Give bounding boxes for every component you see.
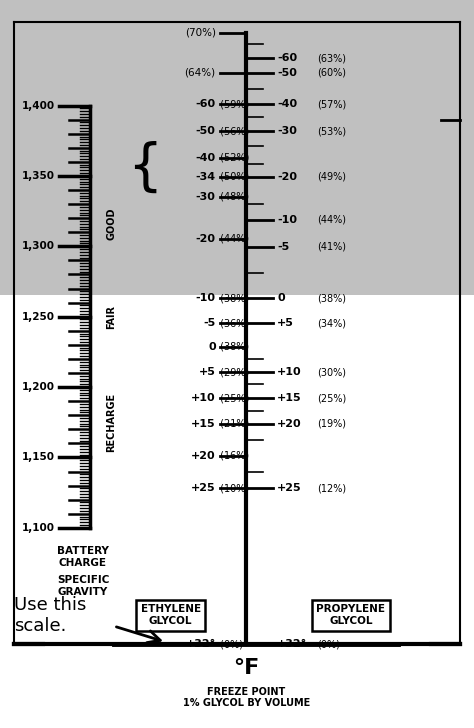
Text: Use this
scale.: Use this scale. — [14, 596, 87, 635]
Text: -5: -5 — [277, 242, 290, 252]
Text: (38%): (38%) — [217, 293, 249, 304]
Text: (36%): (36%) — [217, 318, 249, 328]
Text: +20: +20 — [191, 451, 216, 461]
Text: -20: -20 — [277, 172, 297, 182]
Text: (64%): (64%) — [184, 68, 216, 78]
Text: (38%): (38%) — [217, 341, 249, 352]
Text: -50: -50 — [196, 126, 216, 136]
Text: (50%): (50%) — [217, 172, 249, 182]
Text: (29%): (29%) — [217, 367, 249, 377]
Text: +25: +25 — [277, 483, 302, 494]
Text: -10: -10 — [196, 293, 216, 304]
Text: -10: -10 — [277, 215, 297, 225]
Text: {: { — [127, 141, 162, 194]
Text: 0: 0 — [208, 341, 216, 352]
Text: (21%): (21%) — [217, 419, 249, 429]
Text: FAIR: FAIR — [106, 305, 117, 328]
Text: GOOD: GOOD — [106, 207, 117, 240]
Text: (25%): (25%) — [217, 393, 249, 403]
Bar — [0, 0, 474, 295]
Text: (44%): (44%) — [318, 215, 346, 225]
Text: (44%): (44%) — [217, 234, 249, 244]
Text: FREEZE POINT
1% GLYCOL BY VOLUME: FREEZE POINT 1% GLYCOL BY VOLUME — [183, 687, 310, 708]
Text: (19%): (19%) — [318, 419, 346, 429]
Text: +25: +25 — [191, 483, 216, 494]
Text: 1,150: 1,150 — [21, 452, 55, 462]
Text: (34%): (34%) — [318, 318, 346, 328]
Text: (38%): (38%) — [318, 293, 346, 304]
Text: -34: -34 — [196, 172, 216, 182]
Text: +15: +15 — [191, 419, 216, 429]
Text: (0%): (0%) — [217, 639, 243, 649]
Text: -5: -5 — [203, 318, 216, 328]
Text: (10%): (10%) — [217, 483, 249, 494]
Text: 1,300: 1,300 — [21, 241, 55, 251]
Text: +5: +5 — [277, 318, 294, 328]
Text: ETHYLENE
GLYCOL: ETHYLENE GLYCOL — [141, 604, 201, 626]
Text: 1,200: 1,200 — [21, 382, 55, 392]
Text: 1,100: 1,100 — [21, 523, 55, 533]
Text: (60%): (60%) — [318, 68, 346, 78]
Text: +20: +20 — [277, 419, 302, 429]
Text: -40: -40 — [277, 99, 297, 109]
Text: (48%): (48%) — [217, 191, 249, 202]
Text: BATTERY
CHARGE: BATTERY CHARGE — [57, 546, 109, 568]
Text: +10: +10 — [191, 393, 216, 403]
Text: +15: +15 — [277, 393, 302, 403]
Text: PROPYLENE
GLYCOL: PROPYLENE GLYCOL — [316, 604, 385, 626]
Text: +5: +5 — [199, 367, 216, 377]
Text: °F: °F — [233, 657, 260, 678]
Text: SPECIFIC
GRAVITY: SPECIFIC GRAVITY — [57, 575, 109, 597]
Text: RECHARGE: RECHARGE — [106, 392, 117, 452]
Text: (30%): (30%) — [318, 367, 346, 377]
Text: (25%): (25%) — [318, 393, 347, 403]
Text: -60: -60 — [277, 53, 297, 63]
Text: -40: -40 — [196, 153, 216, 163]
Text: 1,250: 1,250 — [21, 312, 55, 322]
Text: 1,400: 1,400 — [21, 100, 55, 111]
Text: -60: -60 — [196, 99, 216, 109]
Text: 0: 0 — [277, 293, 285, 304]
Text: -30: -30 — [277, 126, 297, 136]
Text: (0%): (0%) — [318, 639, 340, 649]
Text: (56%): (56%) — [217, 126, 249, 136]
Text: (41%): (41%) — [318, 242, 346, 252]
Text: +32°: +32° — [185, 639, 216, 649]
Text: (53%): (53%) — [318, 126, 346, 136]
Text: (16%): (16%) — [217, 451, 249, 461]
Text: (70%): (70%) — [185, 28, 216, 38]
Text: +32°: +32° — [277, 639, 308, 649]
Text: -50: -50 — [277, 68, 297, 78]
Text: (49%): (49%) — [318, 172, 346, 182]
Text: (59%): (59%) — [217, 99, 249, 109]
Text: +10: +10 — [277, 367, 302, 377]
Text: -20: -20 — [196, 234, 216, 244]
Text: -30: -30 — [196, 191, 216, 202]
Text: 1,350: 1,350 — [21, 171, 55, 181]
Text: (63%): (63%) — [318, 53, 346, 63]
Text: (12%): (12%) — [318, 483, 346, 494]
Text: (57%): (57%) — [318, 99, 347, 109]
Text: (52%): (52%) — [217, 153, 249, 163]
